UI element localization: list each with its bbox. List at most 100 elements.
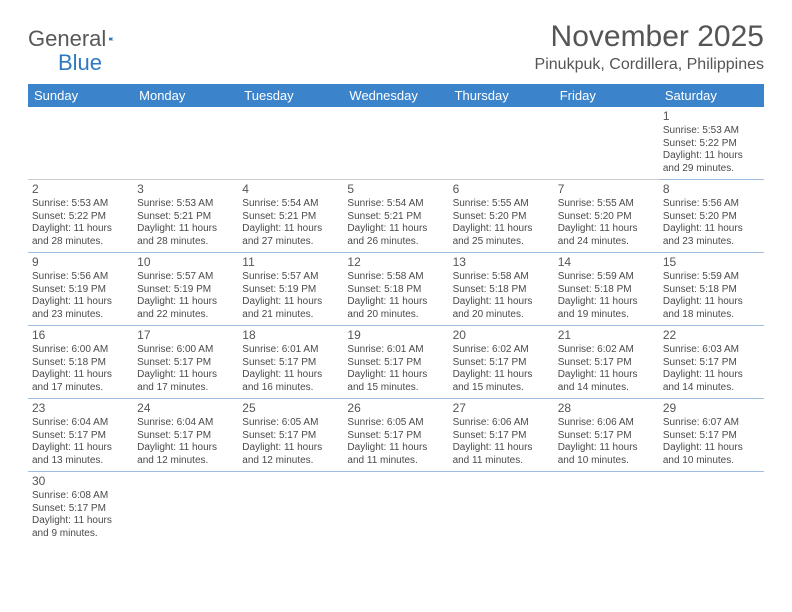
sunset-text: Sunset: 5:18 PM: [453, 284, 550, 297]
sunset-text: Sunset: 5:18 PM: [32, 357, 129, 370]
calendar-day-cell: 18Sunrise: 6:01 AMSunset: 5:17 PMDayligh…: [238, 326, 343, 399]
sunrise-text: Sunrise: 6:04 AM: [137, 417, 234, 430]
daylight-text: Daylight: 11 hours and 10 minutes.: [663, 442, 760, 467]
sunset-text: Sunset: 5:19 PM: [242, 284, 339, 297]
logo-blue-text: Blue: [56, 44, 102, 76]
day-number: 16: [32, 328, 129, 343]
daylight-text: Daylight: 11 hours and 19 minutes.: [558, 296, 655, 321]
flag-icon: [109, 30, 114, 48]
calendar-empty-cell: [449, 107, 554, 180]
daylight-text: Daylight: 11 hours and 14 minutes.: [663, 369, 760, 394]
sunset-text: Sunset: 5:17 PM: [347, 357, 444, 370]
day-number: 25: [242, 401, 339, 416]
sunset-text: Sunset: 5:17 PM: [242, 430, 339, 443]
day-number: 8: [663, 182, 760, 197]
calendar-day-cell: 24Sunrise: 6:04 AMSunset: 5:17 PMDayligh…: [133, 399, 238, 472]
sunset-text: Sunset: 5:21 PM: [347, 211, 444, 224]
day-header-wednesday: Wednesday: [343, 84, 448, 107]
day-header-friday: Friday: [554, 84, 659, 107]
day-number: 4: [242, 182, 339, 197]
sunrise-text: Sunrise: 5:54 AM: [242, 198, 339, 211]
sunrise-text: Sunrise: 6:03 AM: [663, 344, 760, 357]
calendar-day-cell: 30Sunrise: 6:08 AMSunset: 5:17 PMDayligh…: [28, 472, 133, 545]
daylight-text: Daylight: 11 hours and 11 minutes.: [347, 442, 444, 467]
day-header-tuesday: Tuesday: [238, 84, 343, 107]
page-header: General November 2025 Pinukpuk, Cordille…: [28, 20, 764, 74]
day-number: 6: [453, 182, 550, 197]
sunrise-text: Sunrise: 6:02 AM: [453, 344, 550, 357]
sunset-text: Sunset: 5:19 PM: [137, 284, 234, 297]
daylight-text: Daylight: 11 hours and 13 minutes.: [32, 442, 129, 467]
calendar-day-cell: 13Sunrise: 5:58 AMSunset: 5:18 PMDayligh…: [449, 253, 554, 326]
calendar-empty-cell: [343, 472, 448, 545]
sunrise-text: Sunrise: 5:58 AM: [453, 271, 550, 284]
sunrise-text: Sunrise: 6:08 AM: [32, 490, 129, 503]
sunset-text: Sunset: 5:17 PM: [32, 430, 129, 443]
day-header-monday: Monday: [133, 84, 238, 107]
daylight-text: Daylight: 11 hours and 17 minutes.: [137, 369, 234, 394]
day-number: 13: [453, 255, 550, 270]
day-number: 3: [137, 182, 234, 197]
day-number: 26: [347, 401, 444, 416]
day-number: 12: [347, 255, 444, 270]
day-number: 22: [663, 328, 760, 343]
daylight-text: Daylight: 11 hours and 21 minutes.: [242, 296, 339, 321]
calendar-empty-cell: [133, 472, 238, 545]
day-number: 29: [663, 401, 760, 416]
calendar-day-cell: 21Sunrise: 6:02 AMSunset: 5:17 PMDayligh…: [554, 326, 659, 399]
sunrise-text: Sunrise: 5:59 AM: [663, 271, 760, 284]
sunrise-text: Sunrise: 5:56 AM: [32, 271, 129, 284]
day-number: 1: [663, 109, 760, 124]
sunrise-text: Sunrise: 5:55 AM: [453, 198, 550, 211]
sunrise-text: Sunrise: 6:06 AM: [453, 417, 550, 430]
sunset-text: Sunset: 5:17 PM: [453, 430, 550, 443]
daylight-text: Daylight: 11 hours and 17 minutes.: [32, 369, 129, 394]
day-number: 21: [558, 328, 655, 343]
sunset-text: Sunset: 5:18 PM: [558, 284, 655, 297]
sunrise-text: Sunrise: 6:00 AM: [137, 344, 234, 357]
calendar-empty-cell: [238, 107, 343, 180]
sunset-text: Sunset: 5:17 PM: [663, 430, 760, 443]
calendar-day-cell: 26Sunrise: 6:05 AMSunset: 5:17 PMDayligh…: [343, 399, 448, 472]
day-number: 17: [137, 328, 234, 343]
sunrise-text: Sunrise: 5:54 AM: [347, 198, 444, 211]
sunrise-text: Sunrise: 6:00 AM: [32, 344, 129, 357]
sunset-text: Sunset: 5:17 PM: [242, 357, 339, 370]
daylight-text: Daylight: 11 hours and 10 minutes.: [558, 442, 655, 467]
calendar-empty-cell: [28, 107, 133, 180]
calendar-day-cell: 5Sunrise: 5:54 AMSunset: 5:21 PMDaylight…: [343, 180, 448, 253]
calendar-day-cell: 23Sunrise: 6:04 AMSunset: 5:17 PMDayligh…: [28, 399, 133, 472]
day-number: 19: [347, 328, 444, 343]
calendar-week-row: 23Sunrise: 6:04 AMSunset: 5:17 PMDayligh…: [28, 399, 764, 472]
location-text: Pinukpuk, Cordillera, Philippines: [535, 56, 764, 74]
calendar-week-row: 9Sunrise: 5:56 AMSunset: 5:19 PMDaylight…: [28, 253, 764, 326]
daylight-text: Daylight: 11 hours and 23 minutes.: [32, 296, 129, 321]
sunset-text: Sunset: 5:21 PM: [137, 211, 234, 224]
sunrise-text: Sunrise: 5:55 AM: [558, 198, 655, 211]
day-number: 24: [137, 401, 234, 416]
sunrise-text: Sunrise: 5:53 AM: [137, 198, 234, 211]
daylight-text: Daylight: 11 hours and 15 minutes.: [347, 369, 444, 394]
day-number: 20: [453, 328, 550, 343]
day-number: 14: [558, 255, 655, 270]
sunrise-text: Sunrise: 5:56 AM: [663, 198, 760, 211]
daylight-text: Daylight: 11 hours and 20 minutes.: [453, 296, 550, 321]
day-number: 11: [242, 255, 339, 270]
day-number: 18: [242, 328, 339, 343]
sunrise-text: Sunrise: 5:59 AM: [558, 271, 655, 284]
calendar-day-cell: 9Sunrise: 5:56 AMSunset: 5:19 PMDaylight…: [28, 253, 133, 326]
sunrise-text: Sunrise: 6:05 AM: [242, 417, 339, 430]
month-title: November 2025: [535, 20, 764, 54]
sunset-text: Sunset: 5:17 PM: [453, 357, 550, 370]
daylight-text: Daylight: 11 hours and 24 minutes.: [558, 223, 655, 248]
calendar-day-cell: 22Sunrise: 6:03 AMSunset: 5:17 PMDayligh…: [659, 326, 764, 399]
calendar-day-cell: 11Sunrise: 5:57 AMSunset: 5:19 PMDayligh…: [238, 253, 343, 326]
calendar-week-row: 30Sunrise: 6:08 AMSunset: 5:17 PMDayligh…: [28, 472, 764, 545]
sunset-text: Sunset: 5:17 PM: [558, 430, 655, 443]
sunset-text: Sunset: 5:20 PM: [663, 211, 760, 224]
title-block: November 2025 Pinukpuk, Cordillera, Phil…: [535, 20, 764, 74]
sunset-text: Sunset: 5:17 PM: [347, 430, 444, 443]
day-header-sunday: Sunday: [28, 84, 133, 107]
daylight-text: Daylight: 11 hours and 9 minutes.: [32, 515, 129, 540]
day-number: 7: [558, 182, 655, 197]
